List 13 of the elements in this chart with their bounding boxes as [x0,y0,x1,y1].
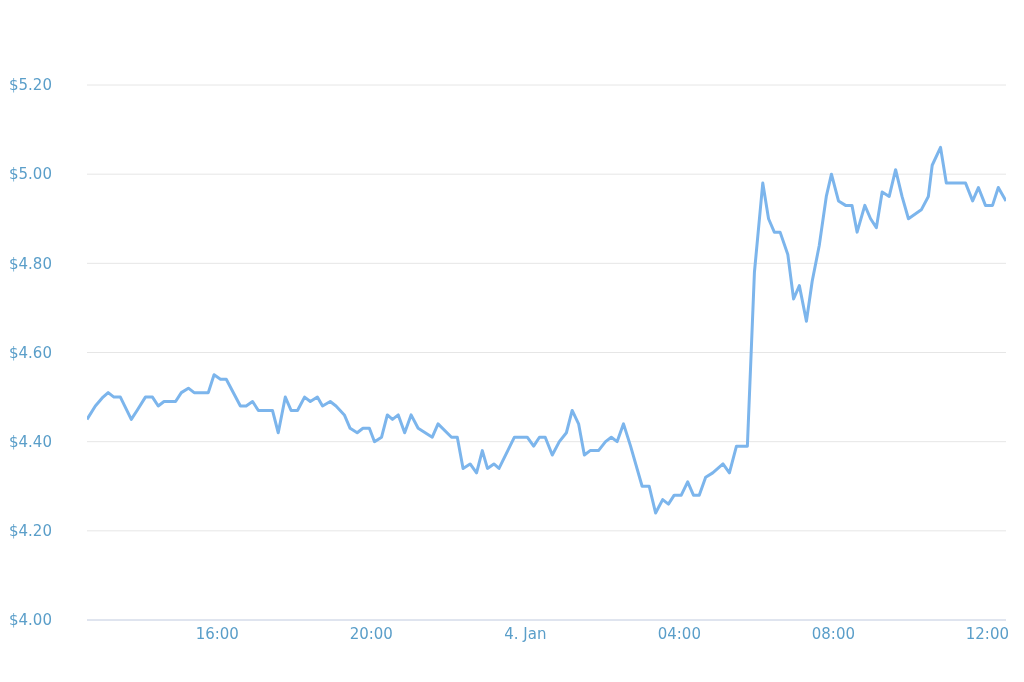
y-tick-label: $4.20 [9,522,52,541]
x-tick-label: 20:00 [349,624,393,643]
x-tick-label: 12:00 [965,624,1010,643]
y-tick-label: $5.20 [9,76,52,95]
y-tick-label: $4.40 [9,432,52,451]
x-tick-label: 16:00 [195,624,239,643]
y-tick-label: $4.00 [9,611,52,630]
y-tick-label: $4.80 [9,254,52,273]
x-tick-label: 08:00 [811,624,855,643]
x-tick-label: 04:00 [657,624,701,643]
y-tick-label: $4.60 [9,343,52,362]
y-tick-label: $5.00 [9,165,52,184]
x-tick-label: 4. Jan [504,624,547,643]
